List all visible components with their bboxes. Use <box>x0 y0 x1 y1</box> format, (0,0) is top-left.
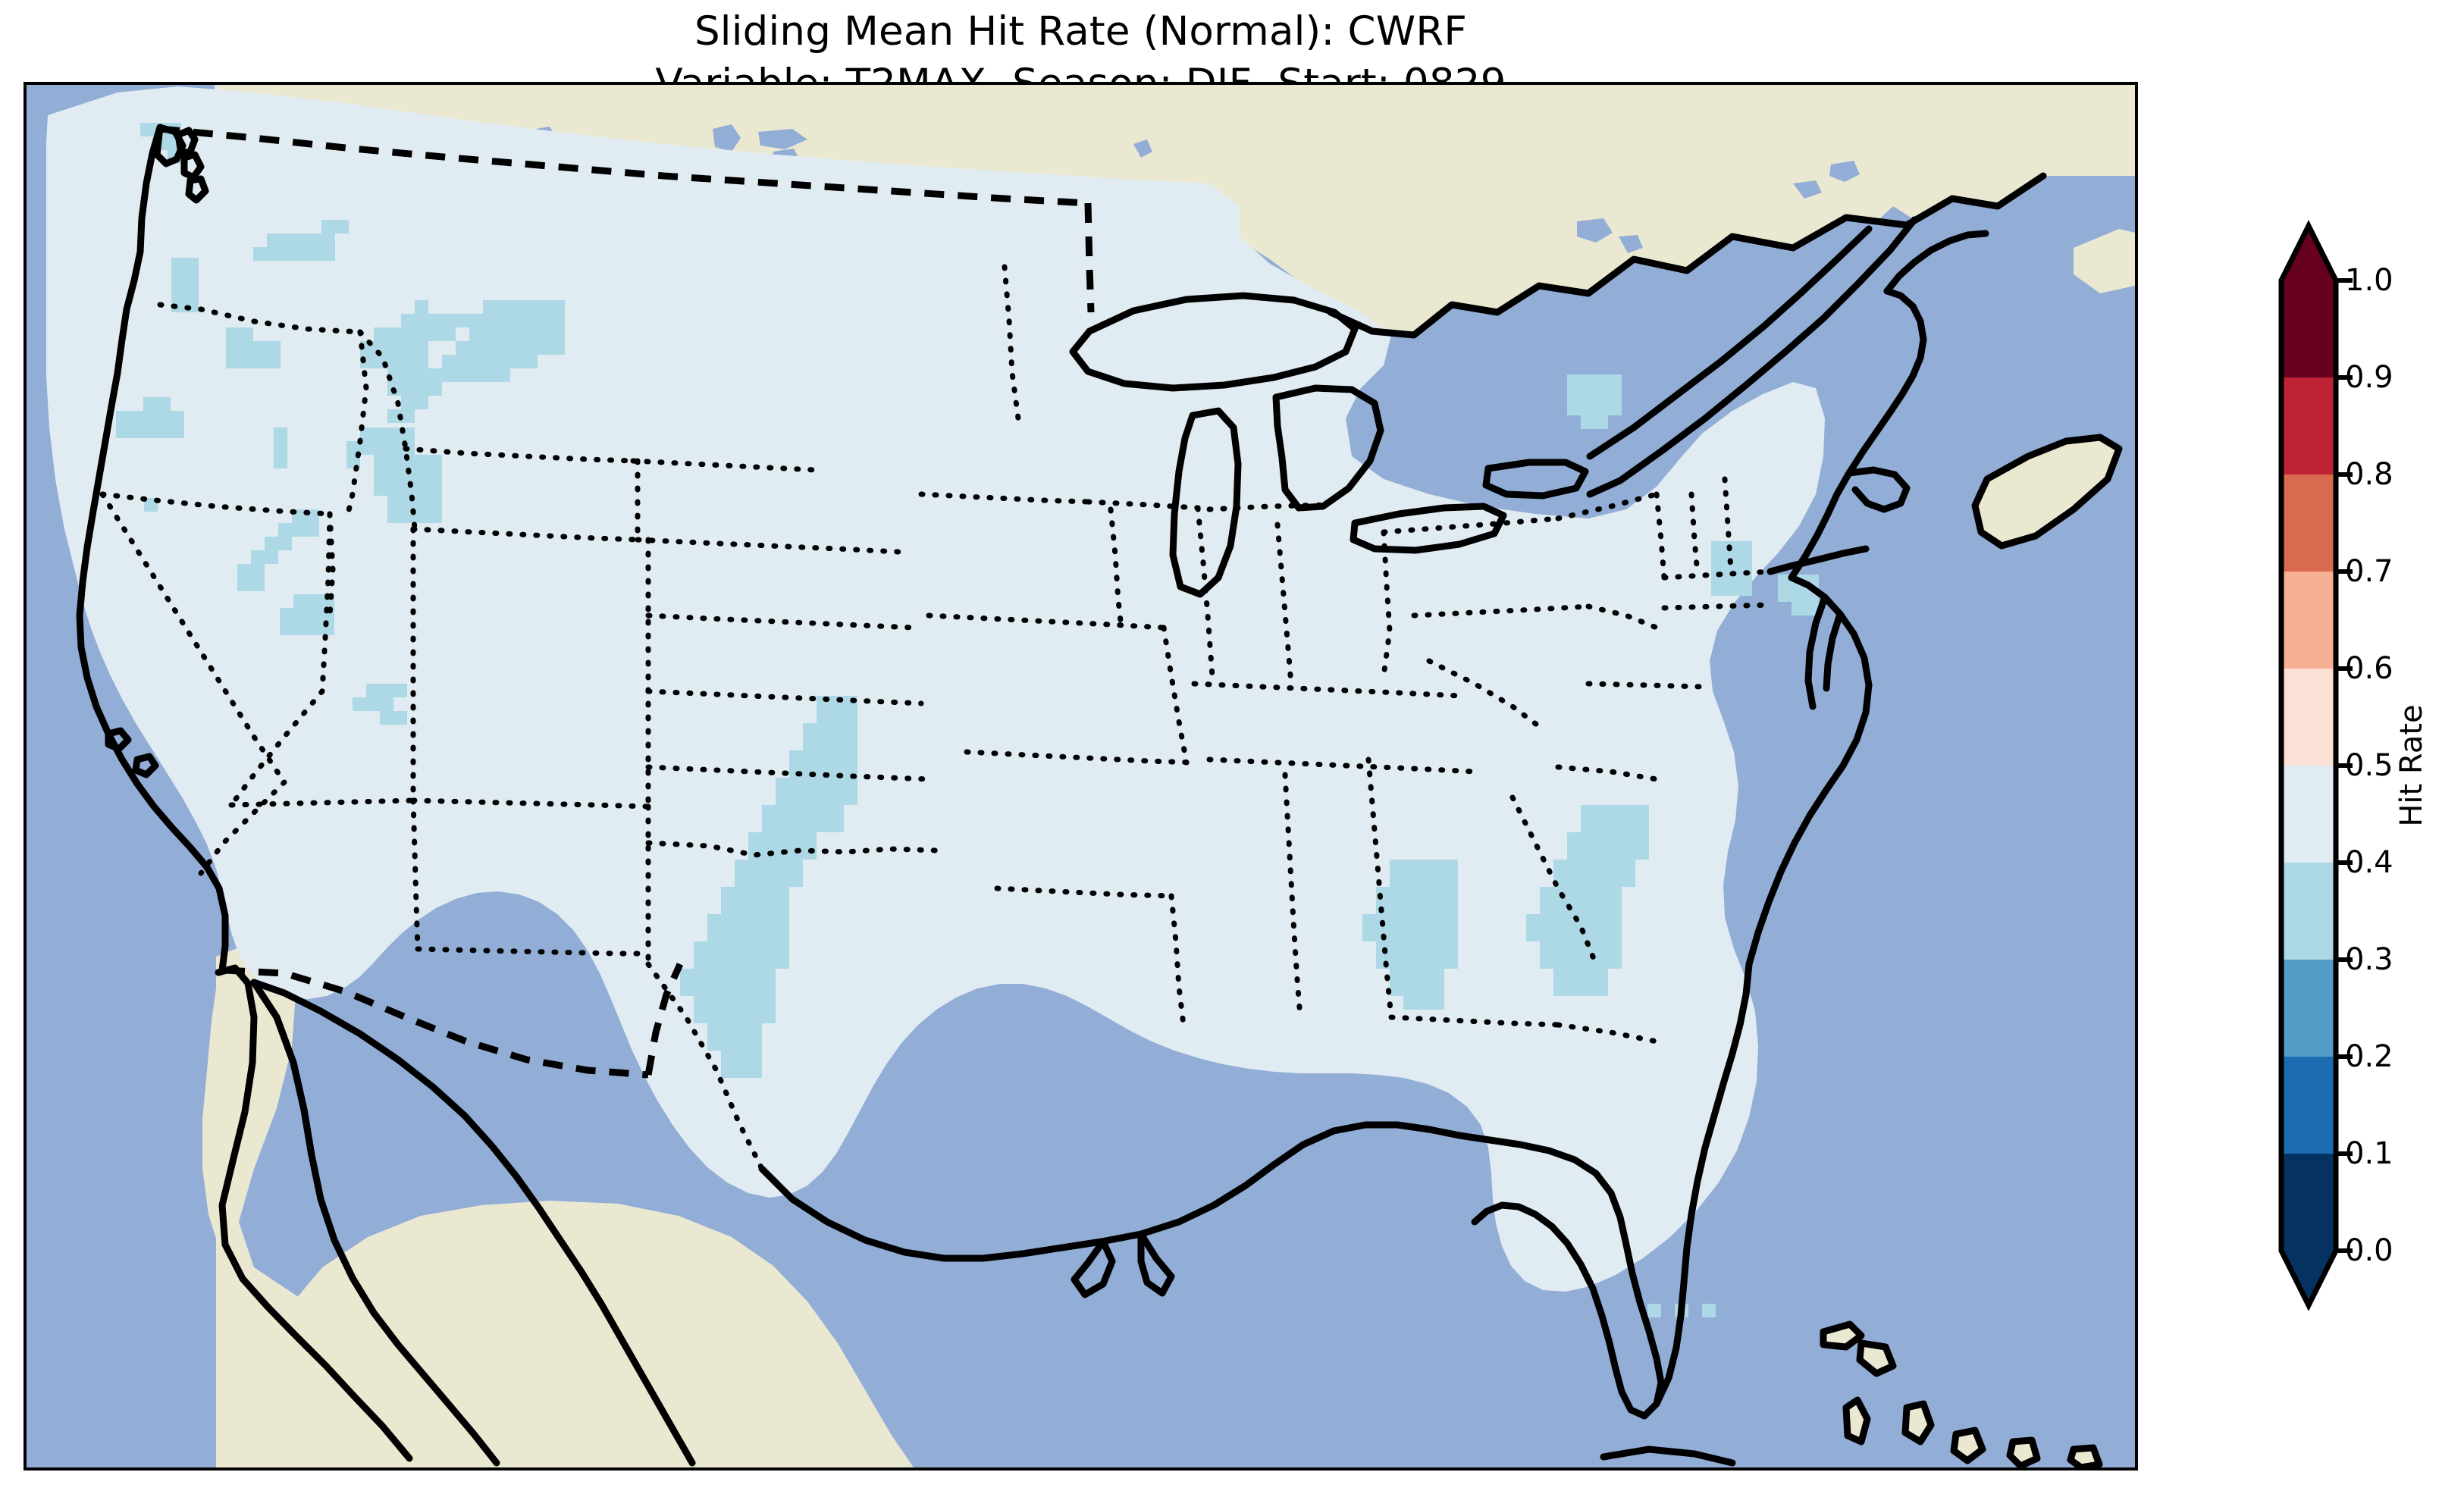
nova-scotia <box>1975 437 2119 546</box>
colorbar-bin <box>2281 377 2336 475</box>
patch-four-corners <box>278 523 319 537</box>
colorbar-tick-label: 0.4 <box>2345 845 2393 880</box>
colorbar-bin <box>2281 863 2336 960</box>
patch-florida-keys <box>1647 1304 1661 1317</box>
colorbar-bin <box>2281 280 2336 378</box>
colorbar-extend-min-arrow <box>2281 1251 2336 1305</box>
colorbar-tick-label: 0.0 <box>2345 1233 2393 1268</box>
colorbar-tick-label: 0.6 <box>2345 651 2393 686</box>
patch-alabama <box>1376 941 1458 969</box>
patch-upstate-ny <box>1567 374 1622 415</box>
colorbar-tick-label: 0.7 <box>2345 554 2393 589</box>
colorbar-bin <box>2281 960 2336 1057</box>
lake-ontario <box>1486 462 1585 496</box>
patch-n-nevada <box>116 411 157 438</box>
colorbar-tick-label: 0.2 <box>2345 1039 2393 1074</box>
patch-new-mexico <box>293 594 334 635</box>
patch-ne-oregon <box>226 327 253 368</box>
newfoundland-fringe <box>2074 229 2135 293</box>
baja-california <box>202 968 421 1467</box>
colorbar-extend-max-arrow <box>2281 226 2336 280</box>
patch-w-idaho <box>274 428 287 468</box>
colorbar-bin <box>2281 1154 2336 1251</box>
mexico-sonora <box>216 941 868 1467</box>
colorbar-tick-label: 0.3 <box>2345 942 2393 977</box>
colorbar-tick-label: 0.5 <box>2345 748 2393 783</box>
colorbar-bin <box>2281 1057 2336 1154</box>
colorbar-axis-label: Hit Rate <box>2394 704 2429 827</box>
map-axes <box>24 82 2138 1471</box>
st-lawrence-river <box>1578 206 1914 494</box>
conus-data-fill-04-05 <box>46 86 1825 1292</box>
colorbar: 1.0 0.9 0.8 0.7 0.6 0.5 0.4 0.3 0.2 0.1 0.0 Hit Ra… <box>2256 189 2464 1372</box>
colorbar-tick-label: 1.0 <box>2345 263 2393 298</box>
map-canvas <box>27 85 2135 1467</box>
georgian-bay <box>1355 371 1408 415</box>
patch-wa-ncentral <box>267 233 294 261</box>
colorbar-tick-label: 0.9 <box>2345 360 2393 395</box>
patch-georgia-sc <box>1540 887 1622 914</box>
title-line-1: Sliding Mean Hit Rate (Normal): CWRF <box>694 8 1468 55</box>
colorbar-bin <box>2281 475 2336 572</box>
conus-main-fill <box>46 86 1825 1292</box>
patch-west-texas <box>366 684 393 711</box>
state-borders-layer <box>99 264 1773 1172</box>
colorbar-bin <box>2281 766 2336 863</box>
patch-berkshires <box>1711 541 1752 596</box>
colorbar-swatches <box>2278 220 2353 1311</box>
colorbar-bin <box>2281 669 2336 766</box>
colorbar-tick-label: 0.1 <box>2345 1136 2393 1171</box>
colorbar-bin <box>2281 572 2336 669</box>
low-hitrate-patches <box>116 123 1819 1317</box>
colorbar-tick-label: 0.8 <box>2345 457 2393 492</box>
country-borders-layer <box>159 125 1095 1079</box>
coastline-layer <box>76 124 2123 1467</box>
patch-central-texas <box>694 941 789 969</box>
